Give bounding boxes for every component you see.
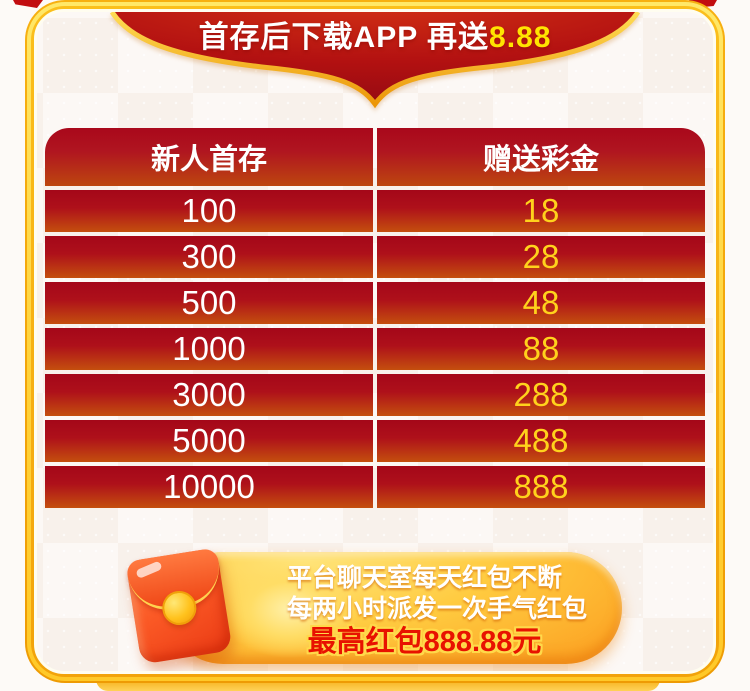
bonus-cell: 488 — [377, 420, 705, 462]
banner-main-text: 首存后下载APP 再送 — [198, 21, 490, 54]
table-header-row: 新人首存 赠送彩金 — [45, 128, 705, 186]
bonus-cell: 28 — [377, 236, 705, 278]
bonus-cell: 288 — [377, 374, 705, 416]
promo-line-1: 平台聊天室每天红包不断 — [287, 564, 563, 592]
deposit-cell: 500 — [45, 282, 373, 324]
top-banner-ribbon[interactable] — [37, 12, 713, 112]
table-row: 1000 88 — [45, 328, 705, 370]
table-row: 3000 288 — [45, 374, 705, 416]
deposit-cell: 1000 — [45, 328, 373, 370]
banner-highlight: 8.88 — [489, 21, 552, 54]
gold-frame: 首存后下载APP 再送8.88 新人首存 赠送彩金 100 18 — [25, 0, 725, 683]
table-row: 500 48 — [45, 282, 705, 324]
table-row: 10000 888 — [45, 466, 705, 508]
content-area: 首存后下载APP 再送8.88 新人首存 赠送彩金 100 18 — [34, 9, 716, 674]
corner-ribbon-left — [13, 0, 43, 8]
deposit-cell: 100 — [45, 190, 373, 232]
deposit-cell: 300 — [45, 236, 373, 278]
header-cell-bonus: 赠送彩金 — [377, 128, 705, 186]
deposit-cell: 3000 — [45, 374, 373, 416]
bonus-cell: 18 — [377, 190, 705, 232]
deposit-cell: 5000 — [45, 420, 373, 462]
table-row: 300 28 — [45, 236, 705, 278]
red-envelope-icon — [125, 547, 233, 665]
bonus-cell: 888 — [377, 466, 705, 508]
promo-bubble: 平台聊天室每天红包不断 每两小时派发一次手气红包 最高红包888.88元 — [167, 552, 622, 664]
header-cell-deposit: 新人首存 — [45, 128, 373, 186]
deposit-cell: 10000 — [45, 466, 373, 508]
promo-line-3: 最高红包888.88元 — [307, 626, 542, 658]
promo-line-2: 每两小时派发一次手气红包 — [287, 595, 588, 623]
table-row: 100 18 — [45, 190, 705, 232]
bonus-cell: 88 — [377, 328, 705, 370]
bonus-cell: 48 — [377, 282, 705, 324]
banner-text[interactable]: 首存后下载APP 再送8.88 — [37, 20, 713, 56]
table-row: 5000 488 — [45, 420, 705, 462]
deposit-table: 新人首存 赠送彩金 100 18 300 28 500 — [45, 128, 705, 512]
